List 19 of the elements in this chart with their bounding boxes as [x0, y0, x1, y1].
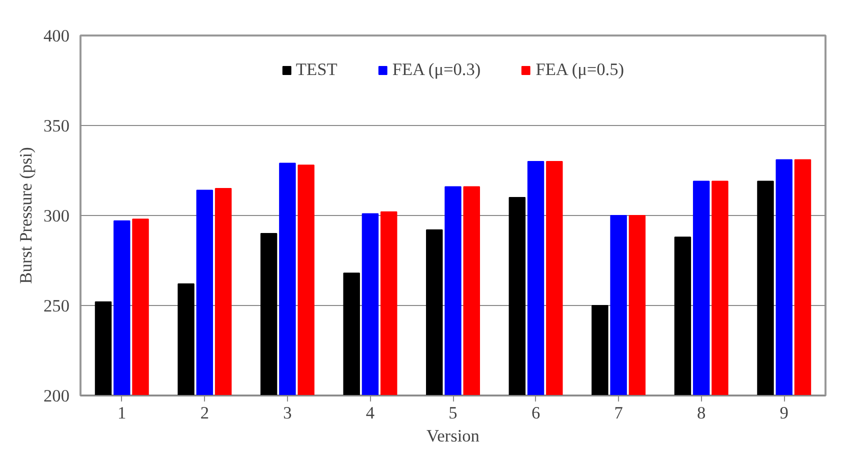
x-tick-label: 6 [531, 404, 540, 422]
x-tick-label: 9 [780, 404, 788, 422]
legend-label: FEA (μ=0.5) [536, 60, 624, 80]
y-tick-label: 250 [44, 296, 70, 316]
x-tick-label: 5 [448, 404, 458, 422]
y-tick-label: 350 [44, 116, 70, 136]
legend-label: FEA (μ=0.3) [392, 60, 481, 80]
legend-label: TEST [296, 60, 338, 80]
y-tick-label: 300 [44, 206, 70, 226]
x-axis-title: Version [426, 426, 480, 446]
x-tick-label: 2 [200, 404, 210, 422]
y-tick-label: 200 [44, 386, 70, 406]
x-tick-label: 3 [283, 404, 292, 422]
y-tick-label: 400 [44, 26, 70, 46]
y-axis-title: Burst Pressure (psi) [16, 146, 36, 284]
x-tick-label: 1 [118, 404, 126, 422]
x-tick-label: 7 [614, 404, 624, 422]
x-tick-label: 8 [697, 404, 706, 422]
x-tick-label: 4 [366, 404, 375, 422]
